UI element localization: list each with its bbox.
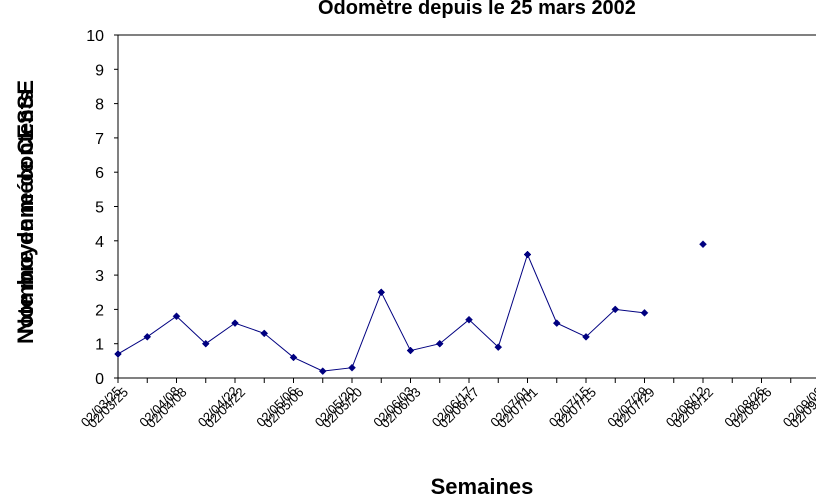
data-point: [465, 315, 473, 324]
y-tick-label: 3: [95, 268, 104, 285]
data-point: [172, 312, 181, 321]
y-axis-title-line-1: Nombre de mécontents: [13, 90, 38, 335]
data-point: [143, 332, 152, 341]
data-point: [348, 363, 356, 372]
data-point: [201, 339, 210, 348]
data-point: [318, 367, 327, 375]
y-tick-label: 7: [95, 131, 104, 148]
data-point: [494, 343, 503, 351]
y-tick-label: 2: [95, 302, 104, 319]
data-point: [406, 346, 415, 355]
data-point: [377, 288, 386, 297]
data-point: [640, 308, 649, 317]
y-tick-label: 9: [95, 62, 104, 79]
y-axis-title-line-2: Note moyenne de CESSE: [13, 80, 38, 344]
y-tick-label: 4: [95, 234, 104, 251]
data-point: [260, 329, 269, 338]
chart-title: Odomètre depuis le 25 mars 2002: [318, 0, 636, 19]
series-line: [117, 253, 645, 372]
y-tick-label: 0: [95, 371, 104, 388]
y-axis-title: Nombre de mécontents Note moyenne de CES…: [13, 80, 38, 344]
y-tick-label: 6: [95, 165, 104, 182]
y-tick-label: 1: [95, 337, 104, 354]
data-point: [611, 305, 620, 314]
data-point: [114, 350, 122, 358]
data-point: [435, 339, 444, 348]
data-point: [523, 250, 532, 259]
data-point: [699, 240, 707, 249]
x-axis-title: Semaines: [431, 474, 534, 497]
data-point: [582, 332, 590, 341]
data-point: [231, 319, 239, 327]
data-point: [289, 353, 298, 362]
data-point: [552, 319, 561, 327]
y-tick-label: 10: [86, 28, 104, 45]
y-tick-label: 8: [95, 97, 104, 114]
y-tick-label: 5: [95, 200, 104, 217]
